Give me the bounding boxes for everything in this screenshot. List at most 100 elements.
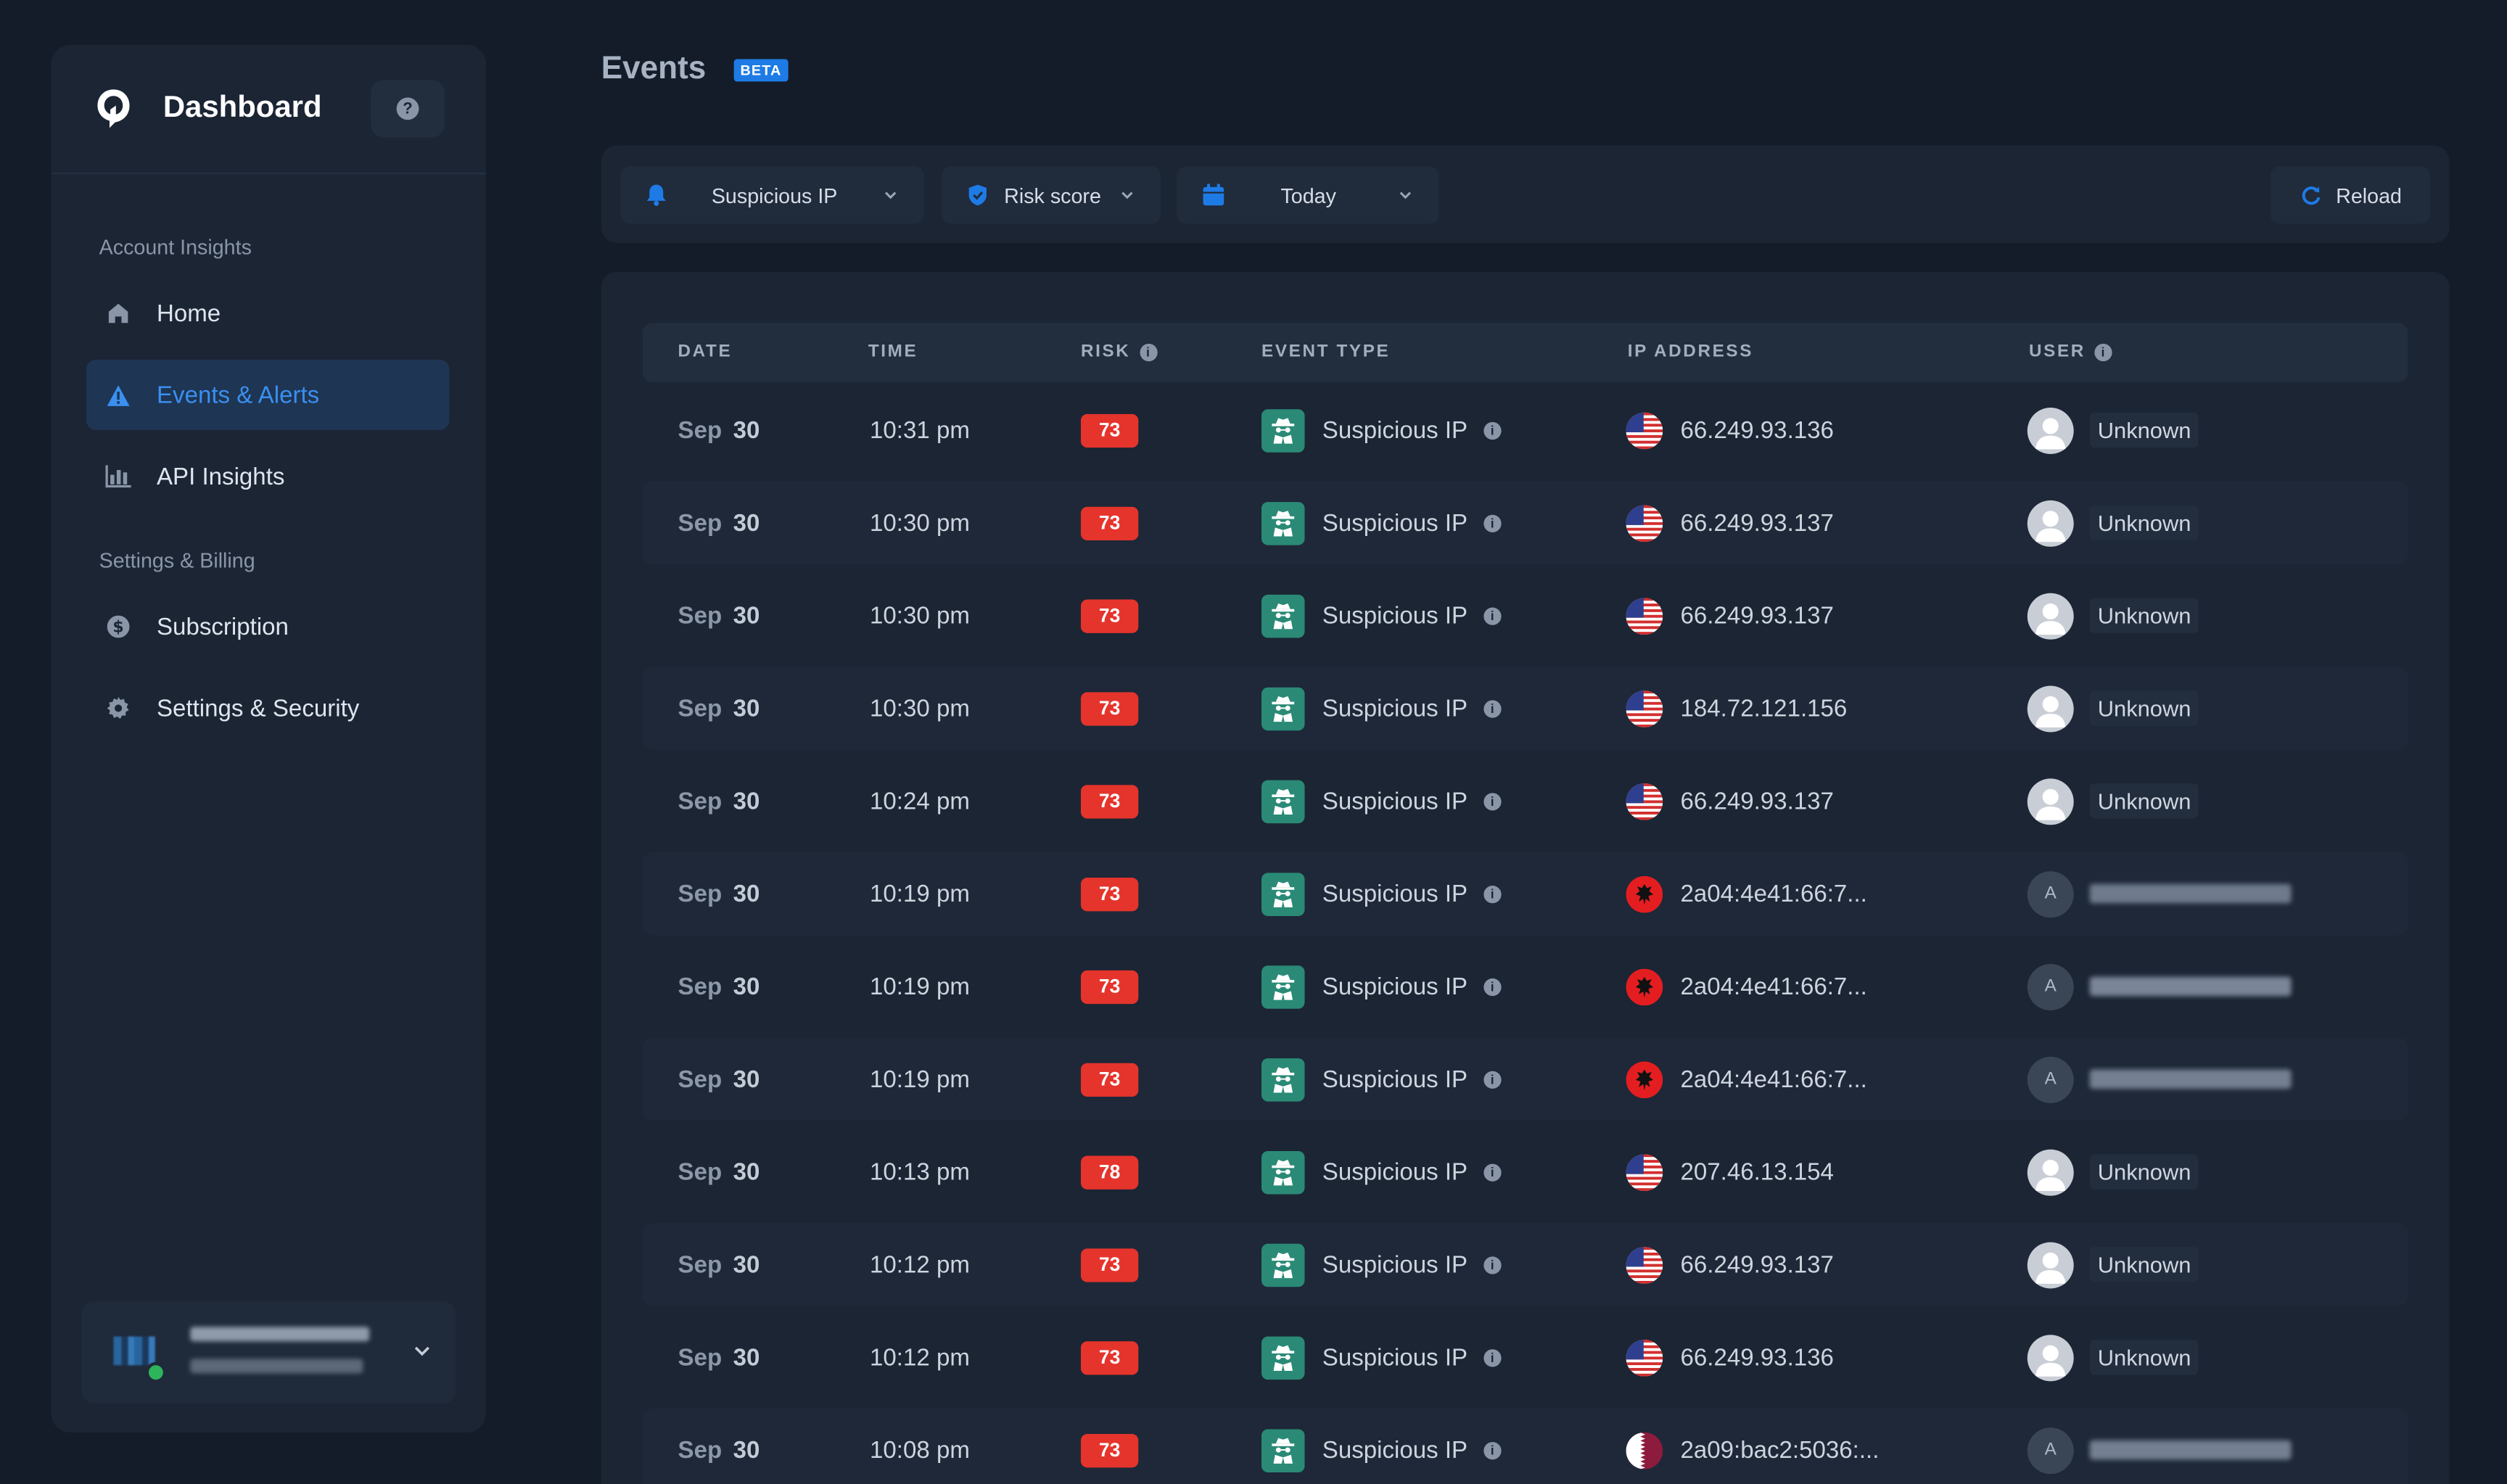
sidebar-item-settings-security[interactable]: Settings & Security — [86, 673, 449, 743]
info-icon[interactable]: i — [1483, 514, 1502, 532]
risk-score-badge[interactable]: 73 — [1080, 1248, 1139, 1282]
event-type-cell: Suspicious IP i — [1261, 1130, 1502, 1213]
table-row[interactable]: Sep 30 10:30 pm 73 Suspicious IP i 66.249.93.1… — [643, 481, 2408, 565]
risk-score-badge[interactable]: 73 — [1080, 691, 1139, 725]
event-type-cell: Suspicious IP i — [1261, 1037, 1502, 1121]
info-icon[interactable]: i — [1483, 421, 1502, 440]
risk-score-badge[interactable]: 78 — [1080, 1155, 1139, 1189]
risk-score-badge[interactable]: 73 — [1080, 1062, 1139, 1096]
reload-button[interactable]: Reload — [2270, 166, 2431, 224]
event-type-label[interactable]: Suspicious IP — [1322, 508, 1468, 537]
ip-address[interactable]: 2a04:4e41:66:7... — [1680, 1065, 1867, 1093]
ip-address-cell: 184.72.121.156 — [1626, 667, 1848, 750]
risk-score-badge[interactable]: 73 — [1080, 784, 1139, 818]
event-type-label[interactable]: Suspicious IP — [1322, 1065, 1468, 1093]
date-day: 30 — [733, 1343, 760, 1371]
events-table: DATE TIME RISK i EVENT TYPE IP ADDRESS US… — [601, 271, 2450, 1484]
table-row[interactable]: Sep 30 10:12 pm 73 Suspicious IP i 66.249.93.1… — [643, 1316, 2408, 1399]
info-icon[interactable]: i — [1483, 884, 1502, 903]
column-header-risk[interactable]: RISK i — [1081, 342, 1158, 361]
risk-score-badge[interactable]: 73 — [1080, 1433, 1139, 1467]
info-icon[interactable]: i — [2095, 342, 2113, 361]
sidebar-item-home[interactable]: Home — [86, 279, 449, 349]
risk-score-badge[interactable]: 73 — [1080, 969, 1139, 1004]
table-row[interactable]: Sep 30 10:19 pm 73 Suspicious IP i 2a04:4e41:6… — [643, 945, 2408, 1029]
user-avatar: A — [2027, 1055, 2074, 1102]
event-type-cell: Suspicious IP i — [1261, 1409, 1502, 1484]
event-type-label[interactable]: Suspicious IP — [1322, 787, 1468, 815]
info-icon[interactable]: i — [1483, 606, 1502, 624]
event-type-label[interactable]: Suspicious IP — [1322, 973, 1468, 1000]
event-type-label[interactable]: Suspicious IP — [1322, 601, 1468, 630]
sidebar-header: Dashboard ? — [51, 45, 487, 175]
risk-score-badge[interactable]: 73 — [1080, 598, 1139, 632]
ip-address[interactable]: 207.46.13.154 — [1680, 1158, 1834, 1186]
event-type-filter[interactable]: Suspicious IP — [620, 166, 924, 224]
info-icon[interactable]: i — [1483, 1348, 1502, 1366]
table-row[interactable]: Sep 30 10:30 pm 73 Suspicious IP i 66.249.93.1… — [643, 574, 2408, 657]
ip-address[interactable]: 2a04:4e41:66:7... — [1680, 973, 1867, 1000]
account-switcher[interactable] — [81, 1301, 456, 1404]
info-icon[interactable]: i — [1483, 1256, 1502, 1274]
table-row[interactable]: Sep 30 10:30 pm 73 Suspicious IP i 184.72.121.… — [643, 667, 2408, 750]
table-row[interactable]: Sep 30 10:24 pm 73 Suspicious IP i 66.249.93.1… — [643, 759, 2408, 843]
info-icon[interactable]: i — [1483, 977, 1502, 996]
event-type-label[interactable]: Suspicious IP — [1322, 1250, 1468, 1279]
ip-address[interactable]: 66.249.93.137 — [1680, 1250, 1834, 1279]
column-header-user[interactable]: USER i — [2029, 342, 2113, 361]
info-icon[interactable]: i — [1483, 792, 1502, 810]
user-name: Unknown — [2089, 1340, 2199, 1375]
column-header-date[interactable]: DATE — [678, 342, 733, 362]
table-row[interactable]: Sep 30 10:19 pm 73 Suspicious IP i 2a04:4e41:6… — [643, 852, 2408, 936]
event-type-label[interactable]: Suspicious IP — [1322, 694, 1468, 722]
risk-score-badge[interactable]: 73 — [1080, 413, 1139, 448]
ip-address[interactable]: 2a04:4e41:66:7... — [1680, 880, 1867, 907]
info-icon[interactable]: i — [1483, 1070, 1502, 1088]
risk-score-filter[interactable]: Risk score — [942, 166, 1161, 224]
event-type-cell: Suspicious IP i — [1261, 1223, 1502, 1306]
event-type-label[interactable]: Suspicious IP — [1322, 416, 1468, 444]
ip-address[interactable]: 66.249.93.137 — [1680, 601, 1834, 630]
column-header-time[interactable]: TIME — [868, 342, 918, 362]
sidebar-item-subscription[interactable]: $ Subscription — [86, 592, 449, 662]
ip-address[interactable]: 66.249.93.136 — [1680, 1343, 1834, 1371]
sidebar-title[interactable]: Dashboard — [162, 91, 322, 125]
event-type-label[interactable]: Suspicious IP — [1322, 1436, 1468, 1464]
table-row[interactable]: Sep 30 10:08 pm 73 Suspicious IP i 2a09:bac2:5… — [643, 1408, 2408, 1484]
info-icon[interactable]: i — [1483, 1163, 1502, 1181]
info-icon[interactable]: i — [1483, 1440, 1502, 1459]
column-header-ip-address[interactable]: IP ADDRESS — [1627, 342, 1754, 362]
column-header-event-type[interactable]: EVENT TYPE — [1261, 342, 1391, 362]
risk-score-badge[interactable]: 73 — [1080, 506, 1139, 540]
risk-score-badge[interactable]: 73 — [1080, 876, 1139, 911]
user-cell: A — [2027, 945, 2292, 1029]
ip-address[interactable]: 184.72.121.156 — [1680, 694, 1848, 722]
event-type-label[interactable]: Suspicious IP — [1322, 1343, 1468, 1371]
table-row[interactable]: Sep 30 10:13 pm 78 Suspicious IP i 207.46.13.1… — [643, 1130, 2408, 1213]
ip-address[interactable]: 66.249.93.137 — [1680, 508, 1834, 537]
spy-icon — [1261, 965, 1305, 1008]
user-cell: Unknown — [2027, 759, 2199, 843]
table-row[interactable]: Sep 30 10:19 pm 73 Suspicious IP i 2a04:4e41:6… — [643, 1037, 2408, 1121]
ip-address[interactable]: 66.249.93.137 — [1680, 787, 1834, 815]
risk-cell: 73 — [1080, 1409, 1139, 1484]
ip-address[interactable]: 66.249.93.136 — [1680, 416, 1834, 444]
table-row[interactable]: Sep 30 10:31 pm 73 Suspicious IP i 66.249.93.1… — [643, 389, 2408, 472]
date-filter[interactable]: Today — [1177, 166, 1439, 224]
info-icon[interactable]: i — [1483, 699, 1502, 717]
account-email-redacted — [190, 1359, 363, 1374]
sidebar-item-api-insights[interactable]: API Insights — [86, 441, 449, 511]
info-icon[interactable]: i — [1140, 342, 1158, 361]
user-name-redacted — [2089, 1069, 2292, 1089]
event-type-label[interactable]: Suspicious IP — [1322, 880, 1468, 907]
risk-score-badge[interactable]: 73 — [1080, 1340, 1139, 1374]
sidebar-item-events-alerts[interactable]: Events & Alerts — [86, 359, 450, 430]
user-name-redacted — [2089, 883, 2292, 904]
ip-address[interactable]: 2a09:bac2:5036:... — [1680, 1436, 1880, 1464]
event-type-label[interactable]: Suspicious IP — [1322, 1158, 1468, 1186]
ip-address-cell: 2a04:4e41:66:7... — [1626, 1037, 1867, 1121]
time-cell: 10:12 pm — [870, 1343, 970, 1371]
logo-icon[interactable] — [96, 88, 131, 129]
help-button[interactable]: ? — [371, 80, 445, 138]
table-row[interactable]: Sep 30 10:12 pm 73 Suspicious IP i 66.249.93.1… — [643, 1223, 2408, 1306]
